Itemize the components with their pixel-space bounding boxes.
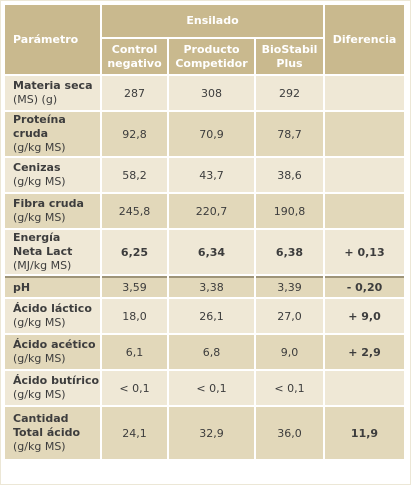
value-cell: 32,9 bbox=[169, 407, 254, 459]
row-label: Cenizas (g/kg MS) bbox=[5, 158, 100, 192]
header-diferencia: Diferencia bbox=[325, 5, 404, 74]
value-cell: 6,25 bbox=[102, 230, 167, 274]
value-cell: 308 bbox=[169, 76, 254, 110]
header-line: Control bbox=[111, 42, 158, 56]
difference-cell: - 0,20 bbox=[325, 276, 404, 297]
value-cell: 287 bbox=[102, 76, 167, 110]
header-line: negativo bbox=[107, 56, 162, 70]
difference-cell: 11,9 bbox=[325, 407, 404, 459]
header-line: BioStabil bbox=[261, 42, 318, 56]
value-cell: 6,8 bbox=[169, 335, 254, 369]
value-cell: 27,0 bbox=[256, 299, 323, 333]
table-row: Ácido acético (g/kg MS) 6,1 6,8 9,0 + 2,9 bbox=[5, 335, 404, 369]
difference-cell bbox=[325, 194, 404, 228]
silage-comparison-table: Parámetro Ensilado Diferencia Control ne… bbox=[3, 3, 406, 461]
row-label: Ácido láctico (g/kg MS) bbox=[5, 299, 100, 333]
value-cell: 26,1 bbox=[169, 299, 254, 333]
row-name: Ácido láctico bbox=[13, 302, 92, 315]
row-name: Neta Lact bbox=[13, 245, 73, 258]
header-producto-competidor: Producto Competidor bbox=[169, 39, 254, 74]
table-row: Materia seca (MS) (g) 287 308 292 bbox=[5, 76, 404, 110]
row-unit: (g/kg MS) bbox=[13, 175, 66, 188]
row-unit: (g/kg MS) bbox=[13, 316, 66, 329]
value-cell: 38,6 bbox=[256, 158, 323, 192]
difference-cell: + 9,0 bbox=[325, 299, 404, 333]
row-label: Energía Neta Lact (MJ/kg MS) bbox=[5, 230, 100, 274]
table-row: Proteína cruda (g/kg MS) 92,8 70,9 78,7 bbox=[5, 112, 404, 156]
row-label: Ácido butírico (g/kg MS) bbox=[5, 371, 100, 405]
table-row: Energía Neta Lact (MJ/kg MS) 6,25 6,34 6,38 + … bbox=[5, 230, 404, 274]
difference-cell: + 2,9 bbox=[325, 335, 404, 369]
value-cell: 70,9 bbox=[169, 112, 254, 156]
value-cell: 78,7 bbox=[256, 112, 323, 156]
row-label: Materia seca (MS) (g) bbox=[5, 76, 100, 110]
difference-cell bbox=[325, 76, 404, 110]
value-cell: 3,59 bbox=[102, 276, 167, 297]
difference-cell: + 0,13 bbox=[325, 230, 404, 274]
value-cell: 3,38 bbox=[169, 276, 254, 297]
row-label: Fibra cruda (g/kg MS) bbox=[5, 194, 100, 228]
difference-cell bbox=[325, 112, 404, 156]
row-name: Energía bbox=[13, 231, 61, 244]
row-unit: (g/kg MS) bbox=[13, 211, 66, 224]
row-name: cruda bbox=[13, 127, 49, 140]
row-name: Cantidad bbox=[13, 412, 69, 425]
value-cell: 24,1 bbox=[102, 407, 167, 459]
header-ensilado: Ensilado bbox=[102, 5, 323, 37]
header-biostabil-plus: BioStabil Plus bbox=[256, 39, 323, 74]
row-name: Proteína bbox=[13, 113, 66, 126]
value-cell: 43,7 bbox=[169, 158, 254, 192]
row-name: Ácido acético bbox=[13, 338, 96, 351]
row-label: Cantidad Total ácido (g/kg MS) bbox=[5, 407, 100, 459]
table-row: Ácido butírico (g/kg MS) < 0,1 < 0,1 < 0,1 bbox=[5, 371, 404, 405]
difference-cell bbox=[325, 158, 404, 192]
row-unit: (MS) (g) bbox=[13, 93, 58, 106]
value-cell: 3,39 bbox=[256, 276, 323, 297]
row-unit: (g/kg MS) bbox=[13, 352, 66, 365]
value-cell: 220,7 bbox=[169, 194, 254, 228]
value-cell: 6,34 bbox=[169, 230, 254, 274]
value-cell: < 0,1 bbox=[256, 371, 323, 405]
value-cell: 245,8 bbox=[102, 194, 167, 228]
header-line: Plus bbox=[276, 56, 303, 70]
value-cell: 9,0 bbox=[256, 335, 323, 369]
header-parametro: Parámetro bbox=[5, 5, 100, 74]
header-line: Producto bbox=[183, 42, 240, 56]
table-row: Cantidad Total ácido (g/kg MS) 24,1 32,9 36,0… bbox=[5, 407, 404, 459]
row-name: pH bbox=[13, 280, 31, 294]
row-unit: (g/kg MS) bbox=[13, 141, 66, 154]
row-unit: (g/kg MS) bbox=[13, 388, 66, 401]
value-cell: 190,8 bbox=[256, 194, 323, 228]
value-cell: 6,1 bbox=[102, 335, 167, 369]
row-unit: (g/kg MS) bbox=[13, 440, 66, 453]
table-row: Ácido láctico (g/kg MS) 18,0 26,1 27,0 + 9,0 bbox=[5, 299, 404, 333]
row-label: pH bbox=[5, 276, 100, 297]
row-name: Total ácido bbox=[13, 426, 81, 439]
row-label: Ácido acético (g/kg MS) bbox=[5, 335, 100, 369]
value-cell: 92,8 bbox=[102, 112, 167, 156]
row-unit: (MJ/kg MS) bbox=[13, 259, 72, 272]
value-cell: < 0,1 bbox=[169, 371, 254, 405]
difference-cell bbox=[325, 371, 404, 405]
value-cell: 58,2 bbox=[102, 158, 167, 192]
value-cell: 6,38 bbox=[256, 230, 323, 274]
value-cell: < 0,1 bbox=[102, 371, 167, 405]
header-line: Competidor bbox=[175, 56, 248, 70]
header-control-negativo: Control negativo bbox=[102, 39, 167, 74]
table-body: Materia seca (MS) (g) 287 308 292 Proteína cru… bbox=[5, 76, 404, 459]
value-cell: 18,0 bbox=[102, 299, 167, 333]
row-label: Proteína cruda (g/kg MS) bbox=[5, 112, 100, 156]
table-row: pH 3,59 3,38 3,39- 0,20 bbox=[5, 276, 404, 297]
table-row: Cenizas (g/kg MS) 58,2 43,7 38,6 bbox=[5, 158, 404, 192]
value-cell: 292 bbox=[256, 76, 323, 110]
row-name: Fibra cruda bbox=[13, 197, 84, 210]
table-row: Fibra cruda (g/kg MS) 245,8 220,7 190,8 bbox=[5, 194, 404, 228]
row-name: Materia seca bbox=[13, 79, 93, 92]
value-cell: 36,0 bbox=[256, 407, 323, 459]
row-name: Ácido butírico bbox=[13, 374, 100, 387]
row-name: Cenizas bbox=[13, 161, 61, 174]
